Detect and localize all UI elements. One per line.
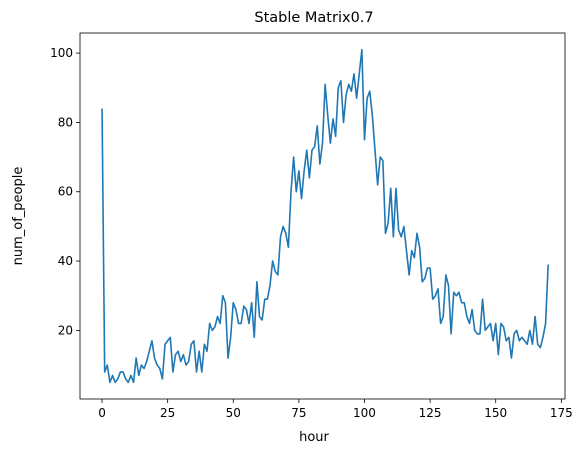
x-tick-label: 0: [98, 406, 106, 420]
x-tick-label: 175: [550, 406, 573, 420]
y-tick-label: 40: [58, 254, 73, 268]
x-axis: 0 25 50 75 100 125 150 175: [98, 399, 573, 420]
y-axis-label: num_of_people: [11, 167, 26, 266]
x-axis-label: hour: [299, 430, 329, 445]
x-tick-label: 75: [291, 406, 306, 420]
x-tick-label: 100: [353, 406, 376, 420]
x-tick-label: 150: [484, 406, 507, 420]
x-tick-label: 50: [226, 406, 241, 420]
x-tick-label: 125: [419, 406, 442, 420]
plot-frame: [79, 32, 566, 400]
y-tick-label: 80: [58, 115, 73, 129]
y-axis: 20 40 60 80 100: [50, 46, 80, 337]
chart-title: Stable Matrix0.7: [254, 10, 373, 26]
plot-area: [101, 48, 549, 384]
series-line-0: [101, 48, 549, 384]
y-tick-label: 100: [50, 46, 73, 60]
x-tick-label: 25: [160, 406, 175, 420]
y-tick-label: 60: [58, 185, 73, 199]
y-tick-label: 20: [58, 323, 73, 337]
